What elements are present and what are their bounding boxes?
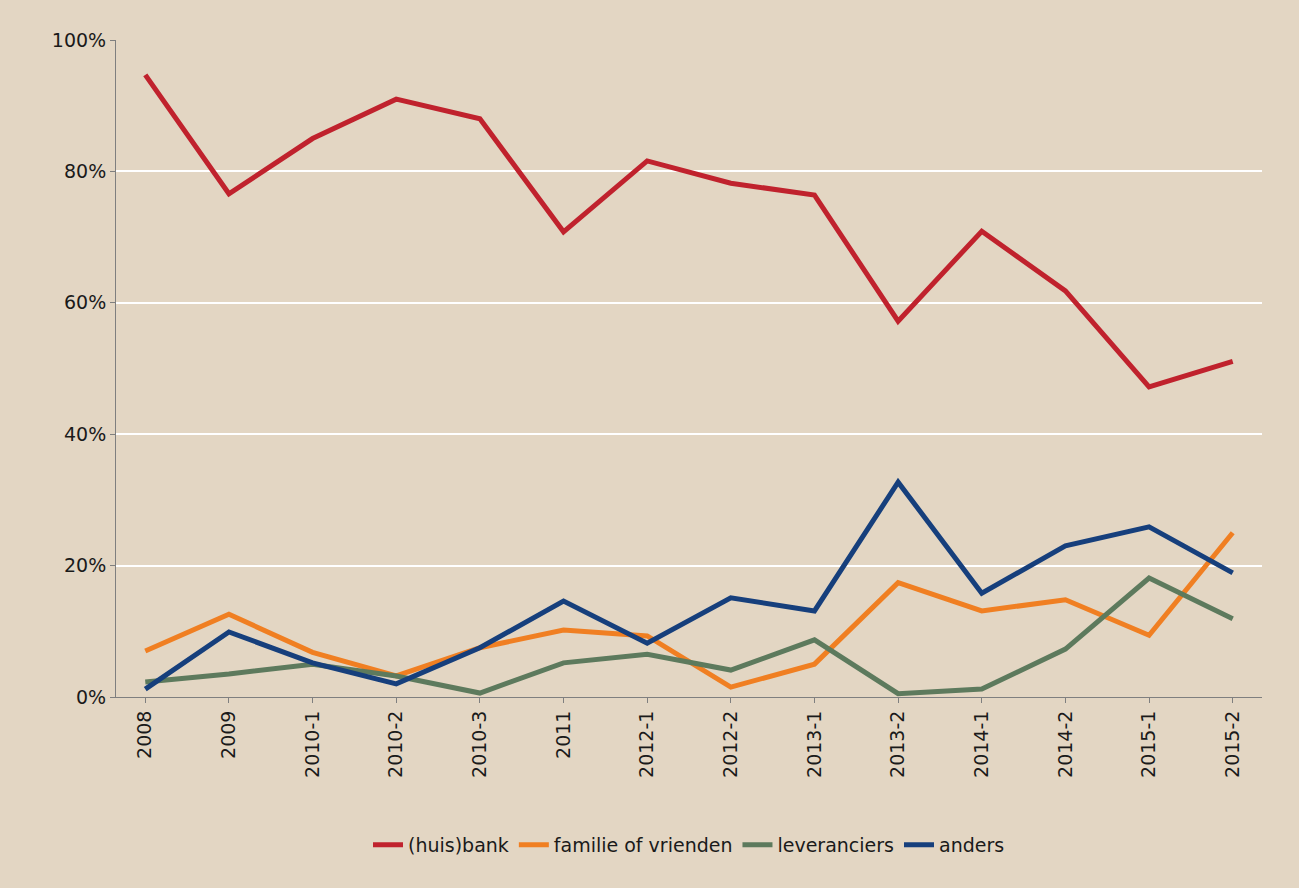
svg-text:2014-1: 2014-1 xyxy=(970,711,992,778)
svg-text:2009: 2009 xyxy=(217,711,239,759)
svg-text:2010-2: 2010-2 xyxy=(384,711,406,778)
svg-text:100%: 100% xyxy=(52,29,106,51)
svg-text:familie of vrienden: familie of vrienden xyxy=(554,834,733,856)
svg-text:anders: anders xyxy=(939,834,1004,856)
svg-text:20%: 20% xyxy=(64,554,106,576)
svg-text:2010-3: 2010-3 xyxy=(468,711,490,778)
svg-text:(huis)bank: (huis)bank xyxy=(408,834,509,856)
svg-text:2014-2: 2014-2 xyxy=(1054,711,1076,778)
svg-text:2012-1: 2012-1 xyxy=(635,711,657,778)
svg-text:2011: 2011 xyxy=(552,711,574,759)
svg-text:2010-1: 2010-1 xyxy=(301,711,323,778)
svg-text:2013-1: 2013-1 xyxy=(803,711,825,778)
svg-text:40%: 40% xyxy=(64,423,106,445)
svg-text:2015-2: 2015-2 xyxy=(1221,711,1243,778)
svg-text:2012-2: 2012-2 xyxy=(719,711,741,778)
svg-text:0%: 0% xyxy=(76,686,106,708)
svg-text:80%: 80% xyxy=(64,160,106,182)
svg-text:leveranciers: leveranciers xyxy=(777,834,894,856)
svg-text:2013-2: 2013-2 xyxy=(886,711,908,778)
svg-text:60%: 60% xyxy=(64,291,106,313)
svg-text:2008: 2008 xyxy=(133,711,155,759)
svg-text:2015-1: 2015-1 xyxy=(1137,711,1159,778)
